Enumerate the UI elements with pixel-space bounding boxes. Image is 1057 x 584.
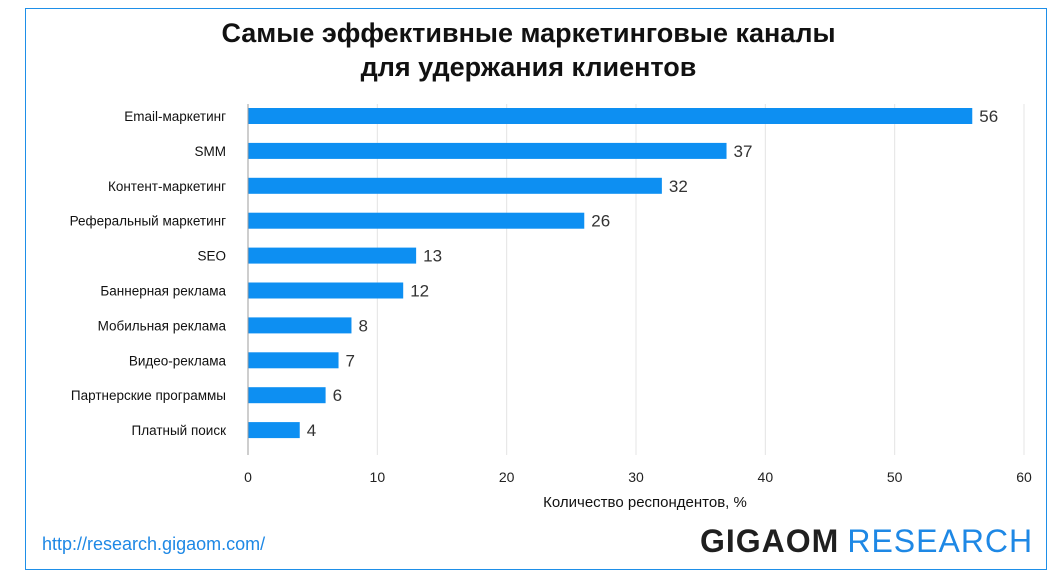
title-line-2: для удержания клиентов: [360, 52, 697, 82]
bar: [248, 422, 300, 439]
category-label: Реферальный маркетинг: [70, 214, 227, 229]
bars: [248, 108, 973, 439]
grid-lines: [376, 104, 1025, 455]
chart-frame: [25, 8, 1047, 570]
bar: [248, 108, 973, 124]
title-line-1: Самые эффективные маркетинговые каналы: [221, 18, 836, 48]
x-tick-label: 30: [628, 469, 644, 485]
x-tick-label: 50: [887, 469, 903, 485]
category-label: Платный поиск: [132, 423, 227, 438]
category-labels: Email-маркетинг SMM Контент-маркетинг Рефер…: [70, 109, 227, 438]
bar: [248, 247, 417, 264]
value-label: 56: [979, 107, 998, 126]
value-label: 37: [734, 142, 753, 161]
value-label: 6: [333, 386, 342, 405]
category-label: SEO: [197, 249, 226, 264]
category-label: Баннерная реклама: [100, 284, 226, 299]
x-tick-label: 0: [244, 469, 252, 485]
value-label: 32: [669, 177, 688, 196]
value-label: 7: [346, 351, 355, 370]
category-label: Партнерские программы: [71, 388, 226, 403]
value-label: 12: [410, 282, 429, 301]
x-axis-label: Количество респондентов, %: [543, 494, 747, 511]
bar: [248, 387, 326, 404]
value-label: 8: [358, 316, 367, 335]
bar: [248, 317, 352, 334]
bar: [248, 282, 404, 299]
bar: [248, 212, 585, 229]
category-label: Мобильная реклама: [98, 318, 227, 333]
gigaom-research-logo: GIGAOM RESEARCH: [700, 521, 1033, 561]
x-tick-labels: 0 10 20 30 40 50 60: [244, 469, 1032, 485]
source-link[interactable]: http://research.gigaom.com/: [42, 534, 266, 554]
chart-title: Самые эффективные маркетинговые каналы д…: [0, 16, 1057, 84]
category-label: SMM: [195, 144, 227, 159]
x-tick-label: 20: [499, 469, 515, 485]
value-label: 4: [307, 421, 316, 440]
bar: [248, 142, 727, 159]
logo-gigaom: GIGAOM: [700, 523, 840, 559]
category-label: Видео-реклама: [129, 353, 227, 368]
logo-research: RESEARCH: [847, 523, 1034, 559]
value-label: 26: [591, 212, 610, 231]
bar: [248, 352, 339, 369]
bar: [248, 177, 662, 194]
x-tick-label: 10: [370, 469, 386, 485]
x-tick-label: 40: [758, 469, 774, 485]
x-tick-label: 60: [1016, 469, 1032, 485]
category-label: Контент-маркетинг: [108, 179, 226, 194]
value-label: 13: [423, 247, 442, 266]
category-label: Email-маркетинг: [124, 109, 226, 124]
